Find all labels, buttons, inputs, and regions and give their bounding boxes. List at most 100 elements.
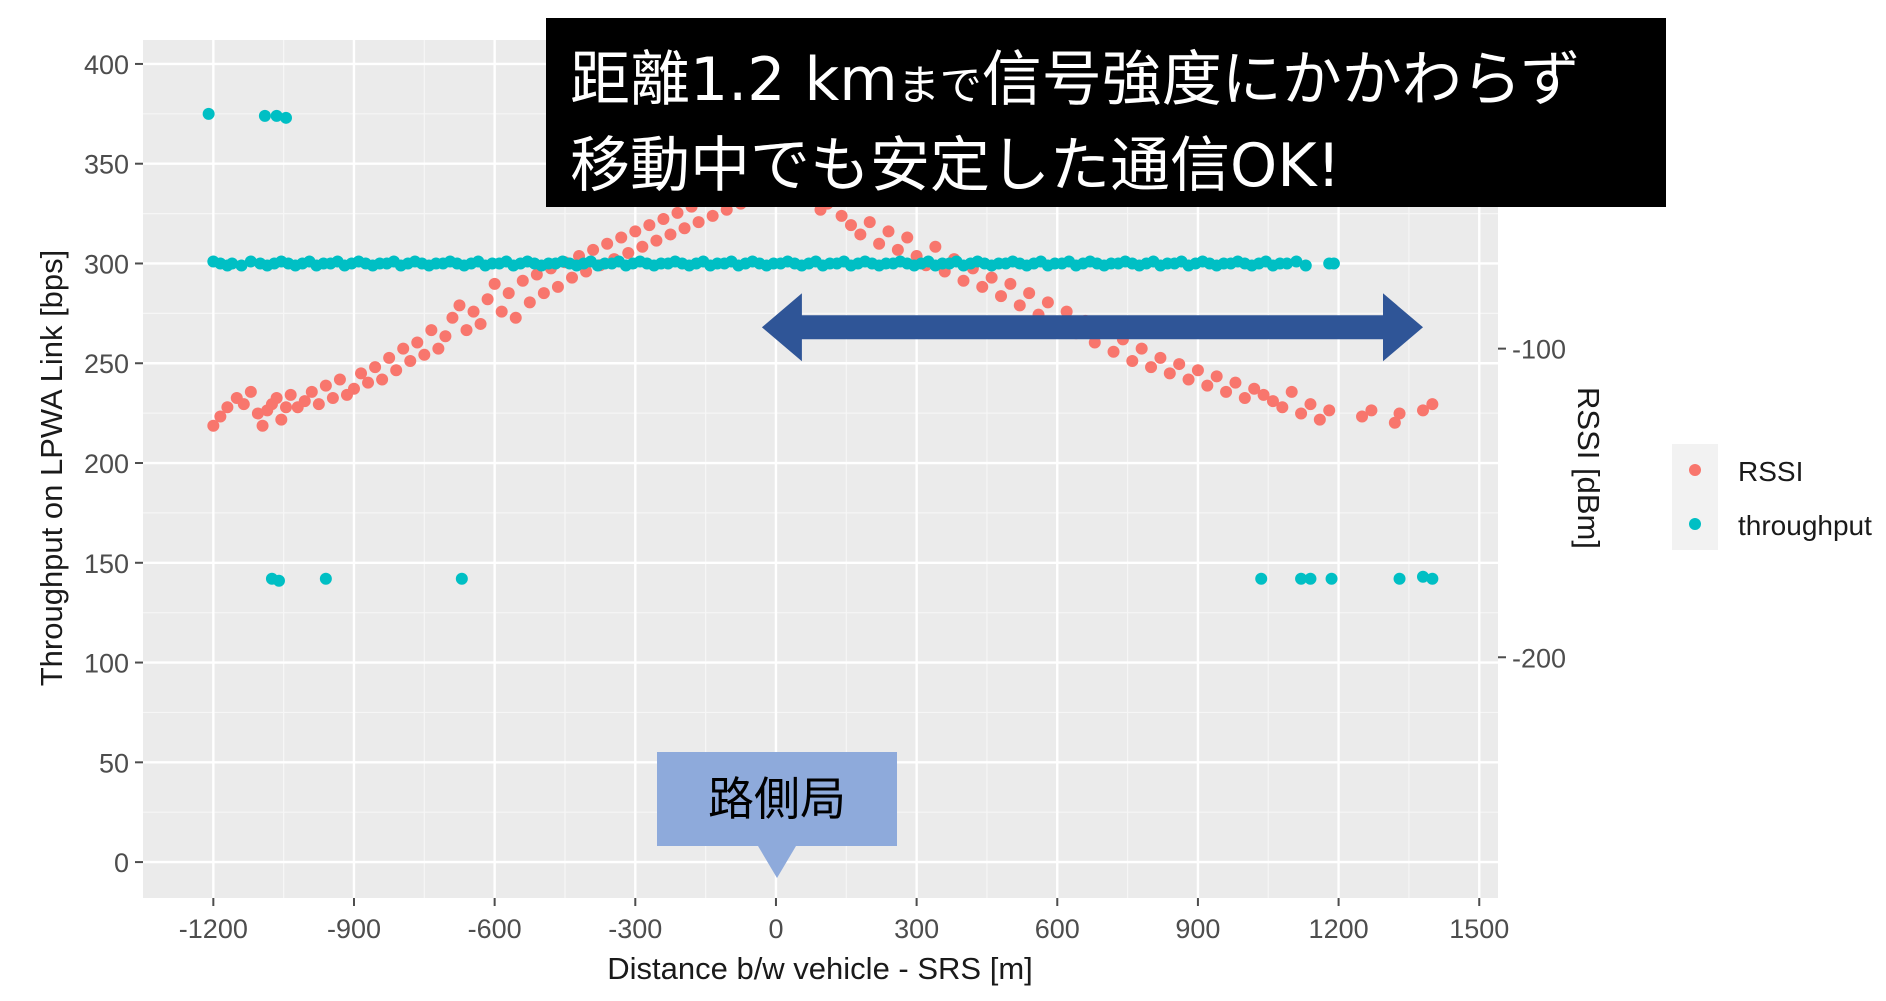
rssi-point (1266, 395, 1279, 408)
rssi-point (1393, 407, 1406, 420)
rssi-point (326, 392, 339, 405)
throughput-point (1299, 259, 1312, 272)
rssi-point (1135, 342, 1148, 355)
range-arrow-shape (761, 293, 1423, 362)
range-arrow (761, 293, 1423, 362)
headline-distance: 距離1.2 km (570, 45, 898, 115)
legend: RSSI throughput (1672, 444, 1872, 550)
legend-key-background (1672, 444, 1718, 550)
headline-line-1: 距離1.2 kmまで信号強度にかかわらず (570, 40, 1642, 126)
y-tick-label: 0 (114, 848, 129, 878)
legend-label-throughput: throughput (1738, 510, 1872, 541)
legend-key-rssi (1689, 464, 1701, 476)
x-tick-label: 300 (894, 914, 939, 944)
rssi-point (530, 268, 543, 281)
rssi-point (1365, 404, 1378, 417)
headline-callout: 距離1.2 kmまで信号強度にかかわらず 移動中でも安定した通信OK! (546, 18, 1666, 207)
throughput-point (1327, 257, 1340, 270)
throughput-point (270, 109, 283, 122)
rssi-point (516, 274, 529, 287)
rssi-point (404, 354, 417, 367)
x-tick-label: 1500 (1449, 914, 1509, 944)
headline-line-2: 移動中でも安定した通信OK! (570, 131, 1341, 201)
rssi-point (882, 225, 895, 238)
rssi-point (312, 398, 325, 411)
rssi-point (1295, 407, 1308, 420)
rssi-point (425, 324, 438, 337)
x-tick-label: 0 (768, 914, 783, 944)
rssi-point (347, 382, 360, 395)
rssi-point (275, 413, 288, 426)
rssi-point (671, 206, 684, 219)
headline-made: まで (897, 61, 982, 110)
rssi-point (362, 376, 375, 389)
rssi-point (678, 222, 691, 235)
rssi-point (453, 299, 466, 312)
rssi-point (995, 290, 1008, 303)
rssi-point (835, 209, 848, 222)
rssi-point (481, 293, 494, 306)
y-tick-label: 50 (99, 748, 129, 778)
rssi-point (1107, 345, 1120, 358)
rssi-point (244, 385, 257, 398)
x-axis-label: Distance b/w vehicle - SRS [m] (607, 951, 1033, 986)
rssi-point (251, 407, 264, 420)
rssi-point (221, 401, 234, 414)
rssi-point (1126, 354, 1139, 367)
rssi-point (256, 419, 269, 432)
throughput-point (258, 109, 271, 122)
y-tick-label: 150 (84, 549, 129, 579)
rssi-point (418, 348, 431, 361)
rssi-point (1356, 410, 1369, 423)
rssi-point (467, 305, 480, 318)
rssi-point (1210, 370, 1223, 383)
rssi-point (432, 342, 445, 355)
rssi-point (891, 243, 904, 256)
rssi-point (1145, 361, 1158, 374)
y-axis-label: Throughput on LPWA Link [bps] (34, 250, 69, 687)
rssi-point (280, 401, 293, 414)
rssi-point (1201, 379, 1214, 392)
rssi-point (664, 228, 677, 241)
srs-label: 路側局 (657, 752, 897, 846)
rssi-point (474, 317, 487, 330)
rssi-point (446, 311, 459, 324)
rssi-point (369, 361, 382, 374)
rssi-point (706, 209, 719, 222)
rssi-point (284, 388, 297, 401)
rssi-point (1154, 351, 1167, 364)
x-tick-label: 900 (1175, 914, 1220, 944)
rssi-point (537, 287, 550, 300)
y-tick-label: 300 (84, 249, 129, 279)
rssi-point (1023, 287, 1036, 300)
rssi-point (1276, 401, 1289, 414)
legend-key-throughput (1689, 518, 1701, 530)
rssi-point (643, 219, 656, 232)
rssi-point (214, 410, 227, 423)
rssi-point (1060, 305, 1073, 318)
y-tick-label: 350 (84, 150, 129, 180)
rssi-point (207, 419, 220, 432)
srs-pointer (758, 846, 796, 878)
x-tick-label: 600 (1035, 914, 1080, 944)
rssi-point (495, 305, 508, 318)
x-tick-label: -1200 (179, 914, 248, 944)
rssi-point (657, 213, 670, 226)
y2-axis-label: RSSI [dBm] (1571, 387, 1606, 549)
throughput-point (1281, 257, 1294, 270)
rssi-point (601, 237, 614, 250)
throughput-point (1304, 572, 1317, 585)
rssi-point (1416, 404, 1429, 417)
throughput-point (1295, 572, 1308, 585)
rssi-point (976, 280, 989, 293)
rssi-point (333, 373, 346, 386)
rssi-point (509, 311, 522, 324)
rssi-point (1173, 358, 1186, 371)
rssi-point (1257, 388, 1270, 401)
rssi-point (873, 237, 886, 250)
rssi-point (439, 330, 452, 343)
throughput-point (202, 107, 215, 120)
y-tick-label: 400 (84, 50, 129, 80)
rssi-point (863, 216, 876, 229)
